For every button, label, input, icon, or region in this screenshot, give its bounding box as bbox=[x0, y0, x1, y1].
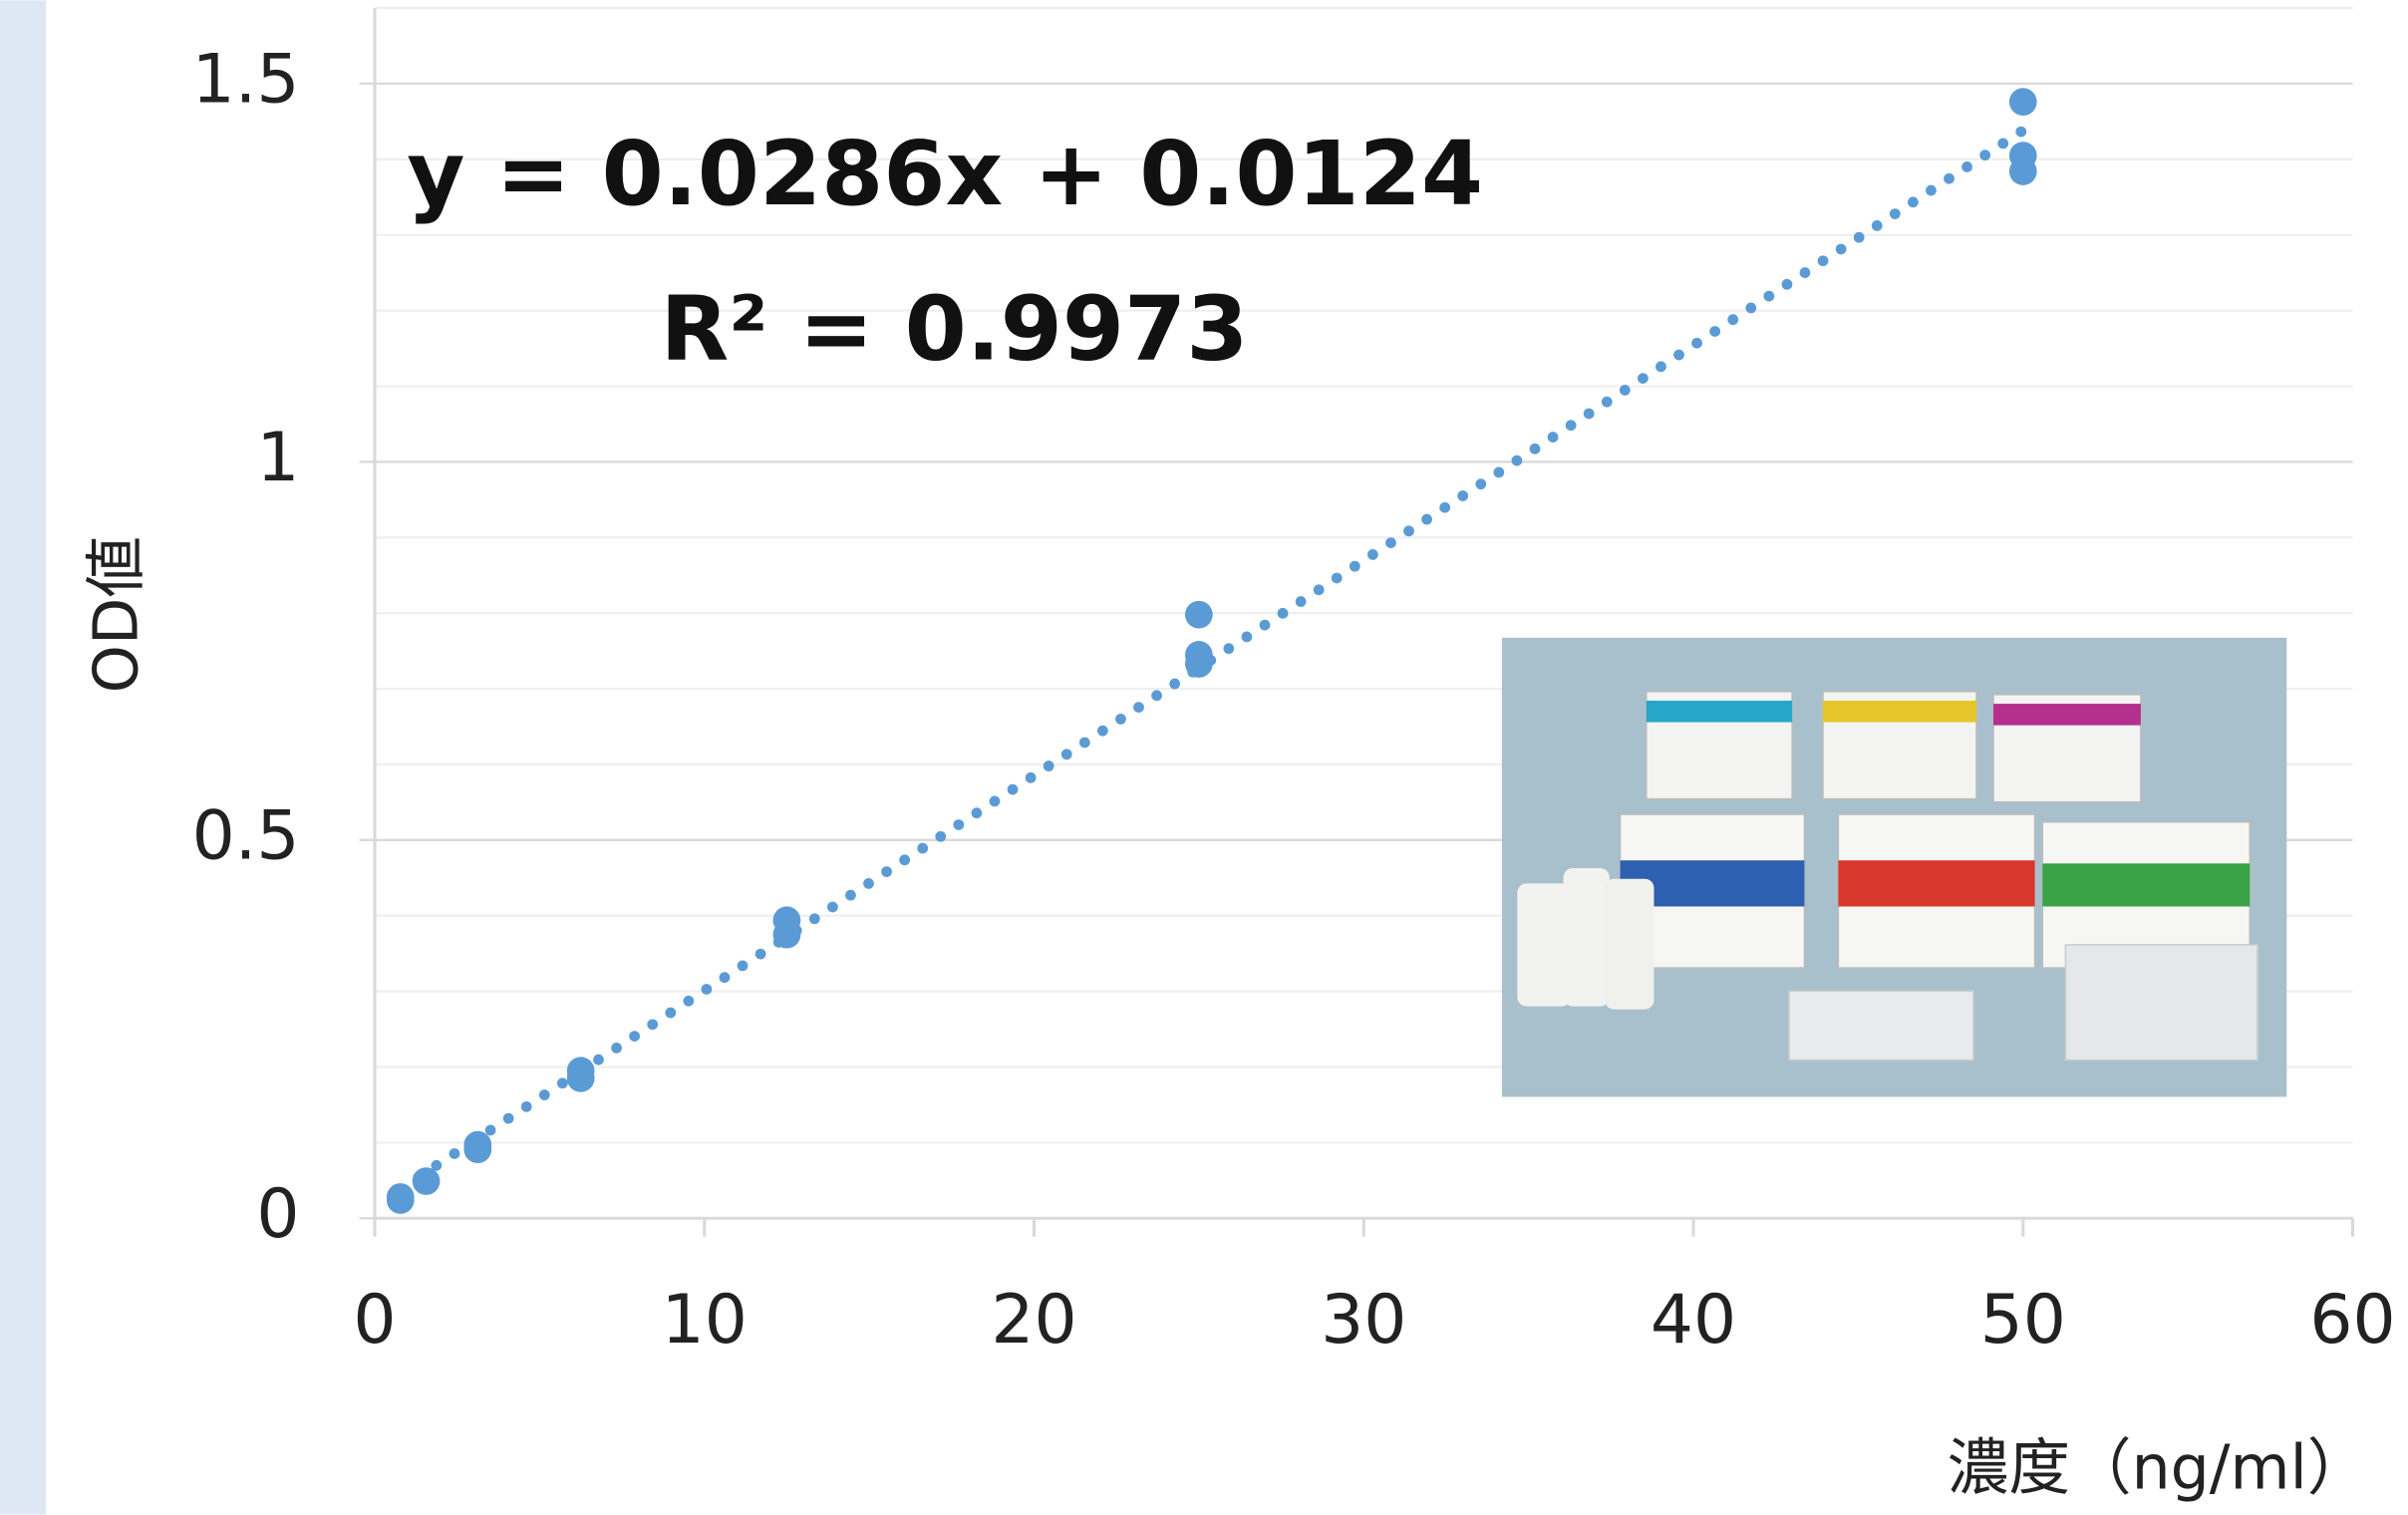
x-tick-label: 50 bbox=[1980, 1280, 2066, 1359]
x-tick-label: 40 bbox=[1651, 1280, 1736, 1359]
product-photo bbox=[1502, 638, 2286, 1097]
side-strip bbox=[0, 0, 46, 1514]
data-point bbox=[413, 1167, 441, 1195]
x-tick-label: 60 bbox=[2309, 1280, 2395, 1359]
data-point bbox=[2009, 88, 2037, 116]
x-tick-label: 10 bbox=[662, 1280, 748, 1359]
x-axis-title: 濃度（ng/ml） bbox=[1948, 1432, 2369, 1504]
data-point bbox=[773, 921, 801, 949]
equation: y = 0.0286x + 0.0124 bbox=[407, 123, 1483, 226]
data-point bbox=[1185, 601, 1213, 629]
chart: OD値 濃度（ng/ml） 0 0.5 1 1.5 0 10 20 30 40 50 60 y = 0… bbox=[0, 0, 2408, 1515]
data-point bbox=[463, 1135, 491, 1163]
y-tick-label: 1.5 bbox=[192, 40, 300, 119]
page: OD値 濃度（ng/ml） 0 0.5 1 1.5 0 10 20 30 40 50 60 y = 0… bbox=[0, 0, 2408, 1515]
x-tick-label: 30 bbox=[1321, 1280, 1406, 1359]
y-tick-label: 0 bbox=[256, 1174, 299, 1253]
r-squared: R² = 0.9973 bbox=[661, 278, 1249, 382]
data-point bbox=[567, 1064, 595, 1092]
data-point bbox=[2009, 157, 2037, 185]
y-tick-label: 0.5 bbox=[192, 795, 300, 874]
data-point bbox=[1185, 650, 1213, 678]
y-tick-label: 1 bbox=[256, 418, 299, 496]
data-point bbox=[387, 1183, 415, 1211]
x-tick-label: 20 bbox=[991, 1280, 1076, 1359]
x-tick-label: 0 bbox=[353, 1280, 396, 1359]
y-axis-title: OD値 bbox=[80, 536, 151, 694]
